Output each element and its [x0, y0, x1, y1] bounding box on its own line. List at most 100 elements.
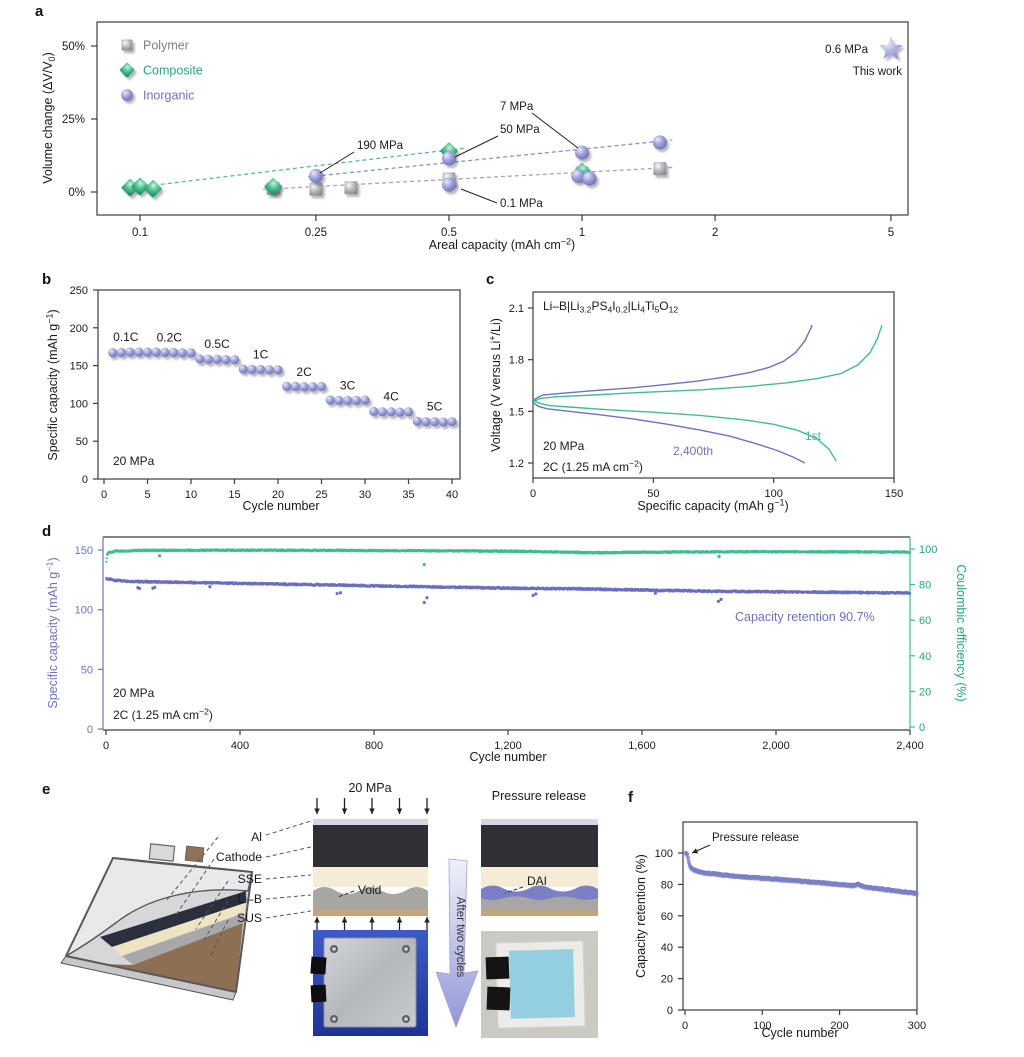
text-label: 0.1 MPa: [500, 198, 543, 210]
x-tick-label: 0.1: [132, 227, 148, 239]
plot-area-c: 0 50 100 150 1.2 1.5 1.8 2.1 1st 2,400th Li–B|Li3.…: [487, 291, 903, 513]
marker-circle: [186, 348, 196, 358]
marker-circle: [421, 416, 431, 427]
y-tick-label: 0%: [68, 187, 85, 199]
rate-note: 2C (1.25 mA cm−2): [113, 706, 213, 722]
panel-letter-e: e: [42, 781, 51, 798]
marker-circle: [430, 416, 440, 427]
x-tick-label: 5: [888, 227, 894, 239]
x-tick-label: 200: [830, 1020, 848, 1032]
stack-under-pressure: [313, 819, 428, 916]
x-tick-label: 5: [144, 489, 150, 501]
y-tick-label: 1.8: [509, 355, 524, 367]
cell-tab: [486, 986, 511, 1011]
y-tick-label: 1.5: [509, 406, 524, 418]
capacity-outlier: [422, 600, 426, 605]
x-tick-label: 1,600: [628, 740, 656, 752]
y-tick-label: 2.1: [509, 303, 524, 315]
text-label: 0.6 MPa: [825, 44, 868, 56]
rate-label: 2C: [296, 365, 312, 379]
dai-leader: [504, 886, 524, 894]
x-tick-label: 30: [359, 489, 371, 501]
marker-circle: [299, 382, 309, 392]
y-axis-label-left: Specific capacity (mAh g−1): [44, 557, 60, 708]
leader-to-pouch: [175, 858, 215, 916]
pouch-outline: [65, 857, 253, 993]
panel-letter-b: b: [42, 271, 52, 288]
arrowhead: [314, 917, 320, 923]
marker-circle: [160, 347, 170, 357]
marker-circle: [229, 354, 240, 365]
marker-circle: [571, 168, 586, 183]
x-tick-label: 0: [103, 740, 109, 752]
x-tick-label: 40: [446, 489, 458, 501]
arrowhead: [314, 808, 320, 814]
plot-area-f: 0 100 200 300 0 20 40 60 80 100 Pressure release Cy…: [634, 821, 926, 1040]
series-2-400th: [532, 324, 813, 464]
y-axis-label: Volume change (ΔV/V0): [41, 52, 57, 184]
dai-label: DAI: [527, 874, 547, 888]
y-tick-label: 50%: [62, 41, 85, 53]
y-tick-label: 25%: [62, 114, 85, 126]
stack1-title: 20 MPa: [348, 781, 391, 795]
series-inorganic: [308, 135, 670, 195]
layer-lib: [481, 893, 598, 910]
panel-letter-c: c: [486, 271, 495, 288]
panel-f-capacity-retention-chart: 0 100 200 300 0 20 40 60 80 100 Pressure release Cy…: [634, 821, 926, 1040]
y-right-tick-label: 0: [919, 722, 925, 734]
marker-circle: [441, 177, 456, 192]
leader-to-stack: [265, 874, 312, 880]
y-tick-label: 50: [76, 436, 88, 448]
rate-label: 4C: [383, 390, 399, 404]
marker-square: [653, 162, 667, 176]
marker-circle: [256, 364, 266, 374]
layer-cathode: [481, 825, 598, 867]
x-tick-label: 25: [315, 489, 327, 501]
marker-circle: [273, 365, 283, 375]
annotation-7-MPa: 7 MPa: [500, 101, 579, 149]
y-axis-label: Capacity retention (%): [634, 854, 648, 978]
cell-chemistry-title: Li–B|Li3.2PS4I0.2|Li4Ti5O12: [543, 299, 678, 315]
marker-square: [309, 182, 323, 196]
arrowhead: [396, 917, 403, 923]
screw-highlight: [332, 947, 336, 951]
panel-letter-f: f: [628, 789, 633, 806]
marker-circle: [652, 135, 667, 150]
layer-label-li-b: Li–B: [238, 892, 262, 906]
photo-cell-pressure-released: [481, 931, 598, 1038]
leader-to-pouch: [201, 900, 229, 944]
cell-tab: [310, 956, 327, 975]
series-this-work: [879, 36, 906, 62]
layer-cathode: [313, 825, 428, 867]
pouch-tab-right: [184, 845, 205, 863]
y-left-tick-label: 100: [75, 605, 93, 617]
panel-b-rate-capability-chart: 0 5 10 15 20 25 30 35 40 0 50 100 150 200 250 0.1C 0.2C 0…: [44, 285, 461, 513]
cell-tab: [485, 956, 510, 980]
x-tick-label: 0: [101, 489, 107, 501]
y-left-tick-label: 50: [81, 664, 93, 676]
marker-circle: [351, 395, 361, 405]
marker-circle: [116, 347, 126, 357]
marker-circle: [177, 348, 187, 358]
marker-square: [121, 39, 133, 51]
layer-sus: [313, 909, 428, 916]
stack2-title: Pressure release: [492, 789, 587, 803]
capacity-outlier: [425, 596, 429, 600]
legend: Polymer Composite Inorganic: [119, 39, 203, 104]
series-1st: [532, 324, 883, 462]
marker-circle: [574, 145, 590, 160]
pouch-layer-cathode: [100, 891, 246, 947]
photo-cell-under-pressure: [310, 930, 428, 1036]
stack-pressure-released: [480, 819, 599, 916]
y-tick-label: 250: [70, 285, 88, 297]
marker-circle: [264, 365, 274, 375]
curve: [532, 398, 837, 462]
trend-line: [263, 166, 673, 191]
y-tick-label: 1.2: [509, 458, 524, 470]
panel-c-voltage-profile-chart: 0 50 100 150 1.2 1.5 1.8 2.1 1st 2,400th Li–B|Li3.…: [487, 291, 903, 513]
line: [531, 112, 579, 149]
x-tick-label: 2: [712, 227, 718, 239]
curve: [532, 401, 806, 464]
